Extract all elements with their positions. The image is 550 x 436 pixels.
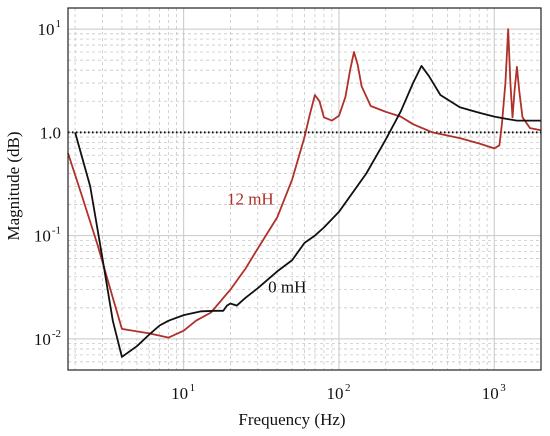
- x-tick-label: 10 3: [482, 382, 507, 403]
- svg-text:10: 10: [38, 20, 55, 39]
- svg-text:10: 10: [326, 384, 343, 403]
- plot-frame: [67, 7, 542, 371]
- y-tick-label: -210: [34, 328, 61, 349]
- svg-text:10: 10: [34, 330, 51, 349]
- y-tick-label: 1.0: [40, 123, 61, 142]
- svg-text:10: 10: [171, 384, 188, 403]
- svg-text:2: 2: [345, 382, 351, 394]
- annotation-12-mh: 12 mH: [227, 190, 274, 209]
- y-tick-label: 110: [38, 18, 62, 39]
- svg-text:3: 3: [500, 382, 506, 394]
- y-tick-label: -110: [34, 225, 61, 246]
- svg-text:1: 1: [56, 18, 62, 30]
- svg-text:10: 10: [34, 227, 51, 246]
- annotation-0-mh: 0 mH: [268, 278, 306, 297]
- x-axis-label: Frequency (Hz): [238, 410, 345, 429]
- svg-text:1: 1: [190, 382, 196, 394]
- y-axis-label: Magnitude (dB): [4, 131, 23, 240]
- svg-text:10: 10: [482, 384, 499, 403]
- x-tick-label: 10 1: [171, 382, 195, 403]
- series-group: [67, 28, 542, 358]
- x-tick-label: 10 2: [326, 382, 350, 403]
- grid-lines: [68, 8, 541, 370]
- svg-text:-1: -1: [52, 225, 61, 237]
- svg-text:1.0: 1.0: [40, 123, 61, 142]
- series-line-12-mh: [67, 28, 542, 339]
- svg-text:-2: -2: [52, 328, 61, 340]
- x-axis-tick-labels: 10 1 10 2 10 3: [171, 382, 506, 403]
- series-line-0-mh: [74, 65, 541, 358]
